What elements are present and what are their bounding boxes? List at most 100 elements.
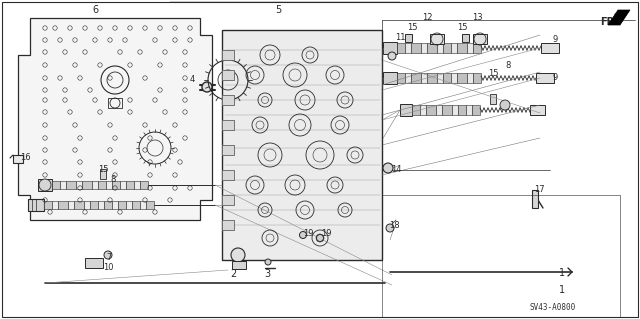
Bar	[140, 181, 148, 189]
Text: 15: 15	[407, 24, 417, 33]
Circle shape	[265, 259, 271, 265]
Bar	[38, 179, 52, 191]
Text: 8: 8	[110, 175, 116, 184]
Bar	[532, 190, 538, 208]
Text: 14: 14	[391, 166, 401, 174]
Text: FR.: FR.	[600, 17, 618, 27]
Bar	[52, 181, 60, 189]
Bar	[85, 258, 103, 268]
Bar	[222, 170, 234, 180]
Bar	[536, 73, 554, 83]
Bar	[222, 70, 234, 80]
Bar	[452, 105, 458, 115]
Bar	[412, 105, 420, 115]
Text: 10: 10	[103, 263, 113, 272]
Text: 17: 17	[534, 186, 544, 195]
Bar	[462, 34, 469, 42]
Bar	[44, 201, 52, 209]
Bar	[60, 181, 66, 189]
Bar	[405, 34, 412, 42]
Bar	[411, 43, 421, 53]
Bar	[457, 73, 467, 83]
Text: 1: 1	[559, 268, 565, 278]
Bar	[490, 94, 496, 104]
Bar	[473, 34, 487, 44]
Text: 19: 19	[303, 228, 313, 238]
Text: 9: 9	[552, 35, 557, 44]
Bar	[467, 43, 473, 53]
Circle shape	[388, 52, 396, 60]
Bar	[472, 105, 480, 115]
Text: 4: 4	[189, 76, 195, 85]
Bar	[427, 73, 437, 83]
Bar	[222, 120, 234, 130]
Bar	[222, 95, 234, 105]
Bar	[222, 50, 234, 60]
Bar	[437, 73, 443, 83]
Bar	[420, 105, 426, 115]
Bar	[222, 195, 234, 205]
Bar	[140, 201, 146, 209]
Bar	[222, 70, 234, 80]
Bar	[100, 169, 106, 179]
Bar	[397, 73, 405, 83]
Text: 15: 15	[457, 24, 467, 33]
Bar	[222, 195, 234, 205]
Bar	[451, 73, 457, 83]
Bar	[146, 201, 154, 209]
Circle shape	[317, 234, 323, 241]
Bar	[52, 201, 58, 209]
Circle shape	[231, 248, 245, 262]
Bar	[112, 181, 120, 189]
Circle shape	[104, 251, 112, 259]
Bar	[473, 43, 481, 53]
Bar	[430, 34, 444, 44]
Text: 3: 3	[264, 269, 270, 279]
Text: 15: 15	[98, 166, 108, 174]
Bar	[436, 105, 442, 115]
Text: 18: 18	[388, 220, 399, 229]
Polygon shape	[18, 18, 212, 220]
Bar	[13, 155, 23, 163]
Bar	[68, 201, 74, 209]
Polygon shape	[608, 10, 630, 25]
Text: 7: 7	[106, 254, 112, 263]
Bar	[118, 201, 126, 209]
Bar	[132, 201, 140, 209]
Text: 1: 1	[559, 285, 565, 295]
Bar	[98, 181, 106, 189]
Bar	[90, 201, 98, 209]
Bar	[126, 181, 134, 189]
Bar	[443, 73, 451, 83]
Text: 5: 5	[275, 5, 281, 15]
Bar	[405, 73, 411, 83]
Bar	[473, 73, 481, 83]
Bar	[400, 104, 412, 116]
Bar	[405, 43, 411, 53]
Bar	[222, 145, 234, 155]
Bar	[58, 201, 68, 209]
Bar	[82, 181, 92, 189]
Text: 6: 6	[92, 5, 98, 15]
Text: 8: 8	[506, 61, 511, 70]
Bar	[232, 261, 246, 269]
Bar	[66, 181, 76, 189]
Text: 2: 2	[230, 269, 236, 279]
Bar	[427, 43, 437, 53]
Bar	[126, 201, 132, 209]
Bar	[397, 43, 405, 53]
Bar	[467, 73, 473, 83]
Text: 13: 13	[472, 13, 483, 23]
Bar	[411, 73, 421, 83]
Bar	[442, 105, 452, 115]
Text: 19: 19	[321, 228, 332, 238]
Circle shape	[383, 163, 393, 173]
Bar	[457, 43, 467, 53]
Bar	[92, 181, 98, 189]
Bar	[222, 145, 234, 155]
Bar	[134, 181, 140, 189]
Text: 15: 15	[488, 69, 499, 78]
Bar	[104, 201, 112, 209]
Bar	[120, 181, 126, 189]
Bar	[383, 72, 397, 84]
